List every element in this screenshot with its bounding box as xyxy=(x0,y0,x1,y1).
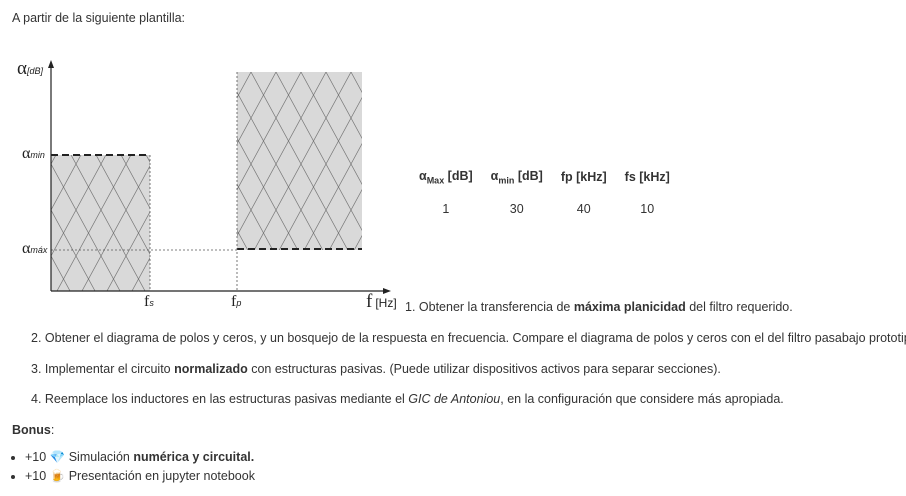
text-segment: α xyxy=(419,168,427,183)
text-segment: α xyxy=(17,58,27,79)
header-cell: fs [kHz] xyxy=(616,166,679,188)
cell: 1 xyxy=(442,202,450,216)
text-segment: α xyxy=(490,168,499,183)
passband-region xyxy=(237,72,362,250)
text-segment: min xyxy=(498,175,515,186)
text-segment: 4. Reemplace los inductores en las estru… xyxy=(31,392,409,406)
x-arrow xyxy=(383,288,391,294)
text-segment: α xyxy=(22,145,31,162)
y-axis-label: α[dB] xyxy=(17,58,43,79)
cell: 10 xyxy=(640,202,655,216)
text-segment: fp [kHz] xyxy=(560,170,607,184)
y-arrow xyxy=(48,60,54,68)
intro: A partir de la siguiente plantilla: xyxy=(12,11,186,25)
text-segment: [dB] xyxy=(444,168,473,183)
text-segment: [dB] xyxy=(26,66,44,76)
text-segment: [Hz] xyxy=(375,296,396,310)
text-segment: 2. Obtener el diagrama de polos y ceros,… xyxy=(31,331,906,345)
stopband-region xyxy=(51,155,150,291)
spec-table: αMax [dB] αmin [dB] fp [kHz] fs [kHz] 1 30 40 1… xyxy=(410,166,679,230)
text-segment: GIC de Antoniou xyxy=(408,392,501,406)
text-segment: f xyxy=(144,293,150,310)
step: 2. Obtener el diagrama de polos y ceros,… xyxy=(31,331,906,345)
text-segment: máx xyxy=(30,245,48,255)
fp-label: fp xyxy=(231,293,241,310)
text-segment: Bonus xyxy=(12,423,51,437)
text-segment: f xyxy=(366,291,373,312)
text-segment: fs [kHz] xyxy=(624,170,670,184)
text-segment: 1. Obtener la transferencia de xyxy=(405,300,574,314)
text-segment: min xyxy=(30,150,45,160)
text-segment: máxima planicidad xyxy=(573,300,686,314)
text-segment: numérica y circuital. xyxy=(133,450,255,464)
bonus-item: +10 🍺 Presentación en jupyter notebook xyxy=(25,469,255,488)
text-segment: +10 🍺 Presentación en jupyter notebook xyxy=(25,469,255,483)
alpha-min-label: αmin xyxy=(22,145,45,162)
text-segment: s xyxy=(149,298,154,308)
header-cell: αMax [dB] xyxy=(410,166,482,188)
table-row: 1 30 40 10 xyxy=(410,188,679,230)
step: 1. Obtener la transferencia de máxima pl… xyxy=(405,300,793,314)
text-segment: Max xyxy=(426,175,445,186)
bonus-title: Bonus: xyxy=(12,423,54,437)
alpha-max-label: αmáx xyxy=(22,240,48,257)
bonus-item: +10 💎 Simulación numérica y circuital. xyxy=(25,450,255,469)
text-segment: con estructuras pasivas. (Puede utilizar… xyxy=(247,362,721,376)
fs-label: fs xyxy=(144,293,154,310)
text-segment: [dB] xyxy=(514,168,543,183)
text-segment: normalizado xyxy=(174,362,248,376)
text-segment: del filtro requerido. xyxy=(685,300,793,314)
bonus-list: +10 💎 Simulación numérica y circuital.+1… xyxy=(0,450,255,488)
text-segment: α xyxy=(22,240,31,257)
x-axis-label: f [Hz] xyxy=(366,291,397,312)
header-cell: fp [kHz] xyxy=(552,166,616,188)
cell: 40 xyxy=(576,202,591,216)
step: 3. Implementar el circuito normalizado c… xyxy=(31,362,721,376)
text-segment: f xyxy=(231,293,237,310)
text-segment: p xyxy=(235,298,241,308)
text-segment: 3. Implementar el circuito xyxy=(31,362,175,376)
text-segment: +10 💎 Simulación xyxy=(25,450,134,464)
step: 4. Reemplace los inductores en las estru… xyxy=(31,392,784,406)
text-segment: , en la configuración que considere más … xyxy=(500,392,784,406)
header-cell: αmin [dB] xyxy=(482,166,552,188)
cell: 30 xyxy=(509,202,524,216)
text-segment: : xyxy=(50,423,55,437)
template-diagram: α[dB] αmin αmáx fs fp f [Hz] xyxy=(17,58,397,312)
